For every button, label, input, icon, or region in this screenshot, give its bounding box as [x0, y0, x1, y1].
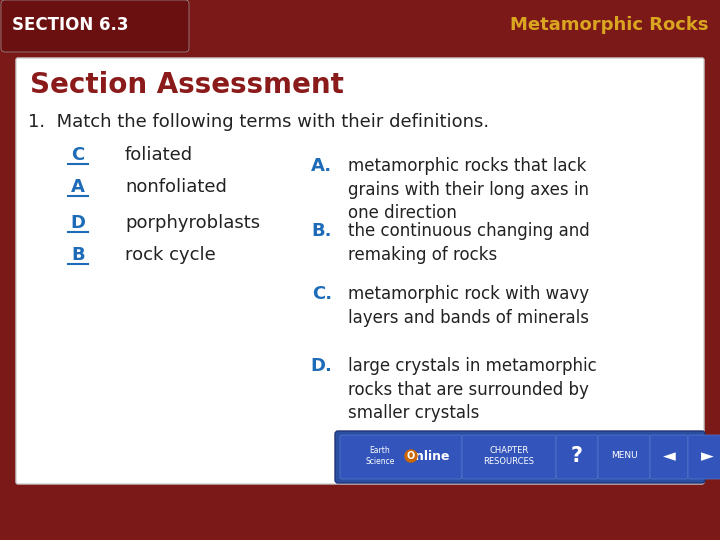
Text: C.: C.	[312, 285, 332, 303]
Text: D.: D.	[310, 357, 332, 375]
Text: foliated: foliated	[125, 146, 193, 164]
Text: D: D	[71, 214, 86, 232]
FancyBboxPatch shape	[598, 435, 650, 479]
Text: metamorphic rocks that lack
grains with their long axes in
one direction: metamorphic rocks that lack grains with …	[348, 157, 589, 222]
FancyBboxPatch shape	[16, 58, 704, 484]
Text: B.: B.	[312, 222, 332, 240]
Text: 1.  Match the following terms with their definitions.: 1. Match the following terms with their …	[28, 113, 489, 131]
Text: C: C	[71, 146, 85, 164]
Text: MENU: MENU	[611, 451, 637, 461]
Text: ?: ?	[571, 446, 583, 466]
Text: Section Assessment: Section Assessment	[30, 71, 344, 99]
Text: nonfoliated: nonfoliated	[125, 178, 227, 196]
Text: SECTION 6.3: SECTION 6.3	[12, 16, 128, 34]
Text: Metamorphic Rocks: Metamorphic Rocks	[510, 16, 708, 34]
Text: B: B	[71, 246, 85, 264]
FancyBboxPatch shape	[688, 435, 720, 479]
FancyBboxPatch shape	[340, 435, 462, 479]
Text: rock cycle: rock cycle	[125, 246, 216, 264]
Text: ◄: ◄	[662, 447, 675, 465]
Text: metamorphic rock with wavy
layers and bands of minerals: metamorphic rock with wavy layers and ba…	[348, 285, 589, 327]
FancyBboxPatch shape	[556, 435, 598, 479]
FancyBboxPatch shape	[335, 431, 705, 483]
Text: Earth
Science: Earth Science	[365, 446, 395, 466]
Text: the continuous changing and
remaking of rocks: the continuous changing and remaking of …	[348, 222, 590, 264]
Text: A.: A.	[311, 157, 332, 175]
Text: nline: nline	[415, 449, 449, 462]
Text: large crystals in metamorphic
rocks that are surrounded by
smaller crystals: large crystals in metamorphic rocks that…	[348, 357, 597, 422]
Text: CHAPTER
RESOURCES: CHAPTER RESOURCES	[484, 446, 534, 467]
Text: A: A	[71, 178, 85, 196]
Text: O: O	[407, 451, 415, 461]
FancyBboxPatch shape	[650, 435, 688, 479]
Text: porphyroblasts: porphyroblasts	[125, 214, 260, 232]
Circle shape	[405, 450, 417, 462]
FancyBboxPatch shape	[1, 0, 189, 52]
FancyBboxPatch shape	[462, 435, 556, 479]
Text: ►: ►	[701, 447, 714, 465]
